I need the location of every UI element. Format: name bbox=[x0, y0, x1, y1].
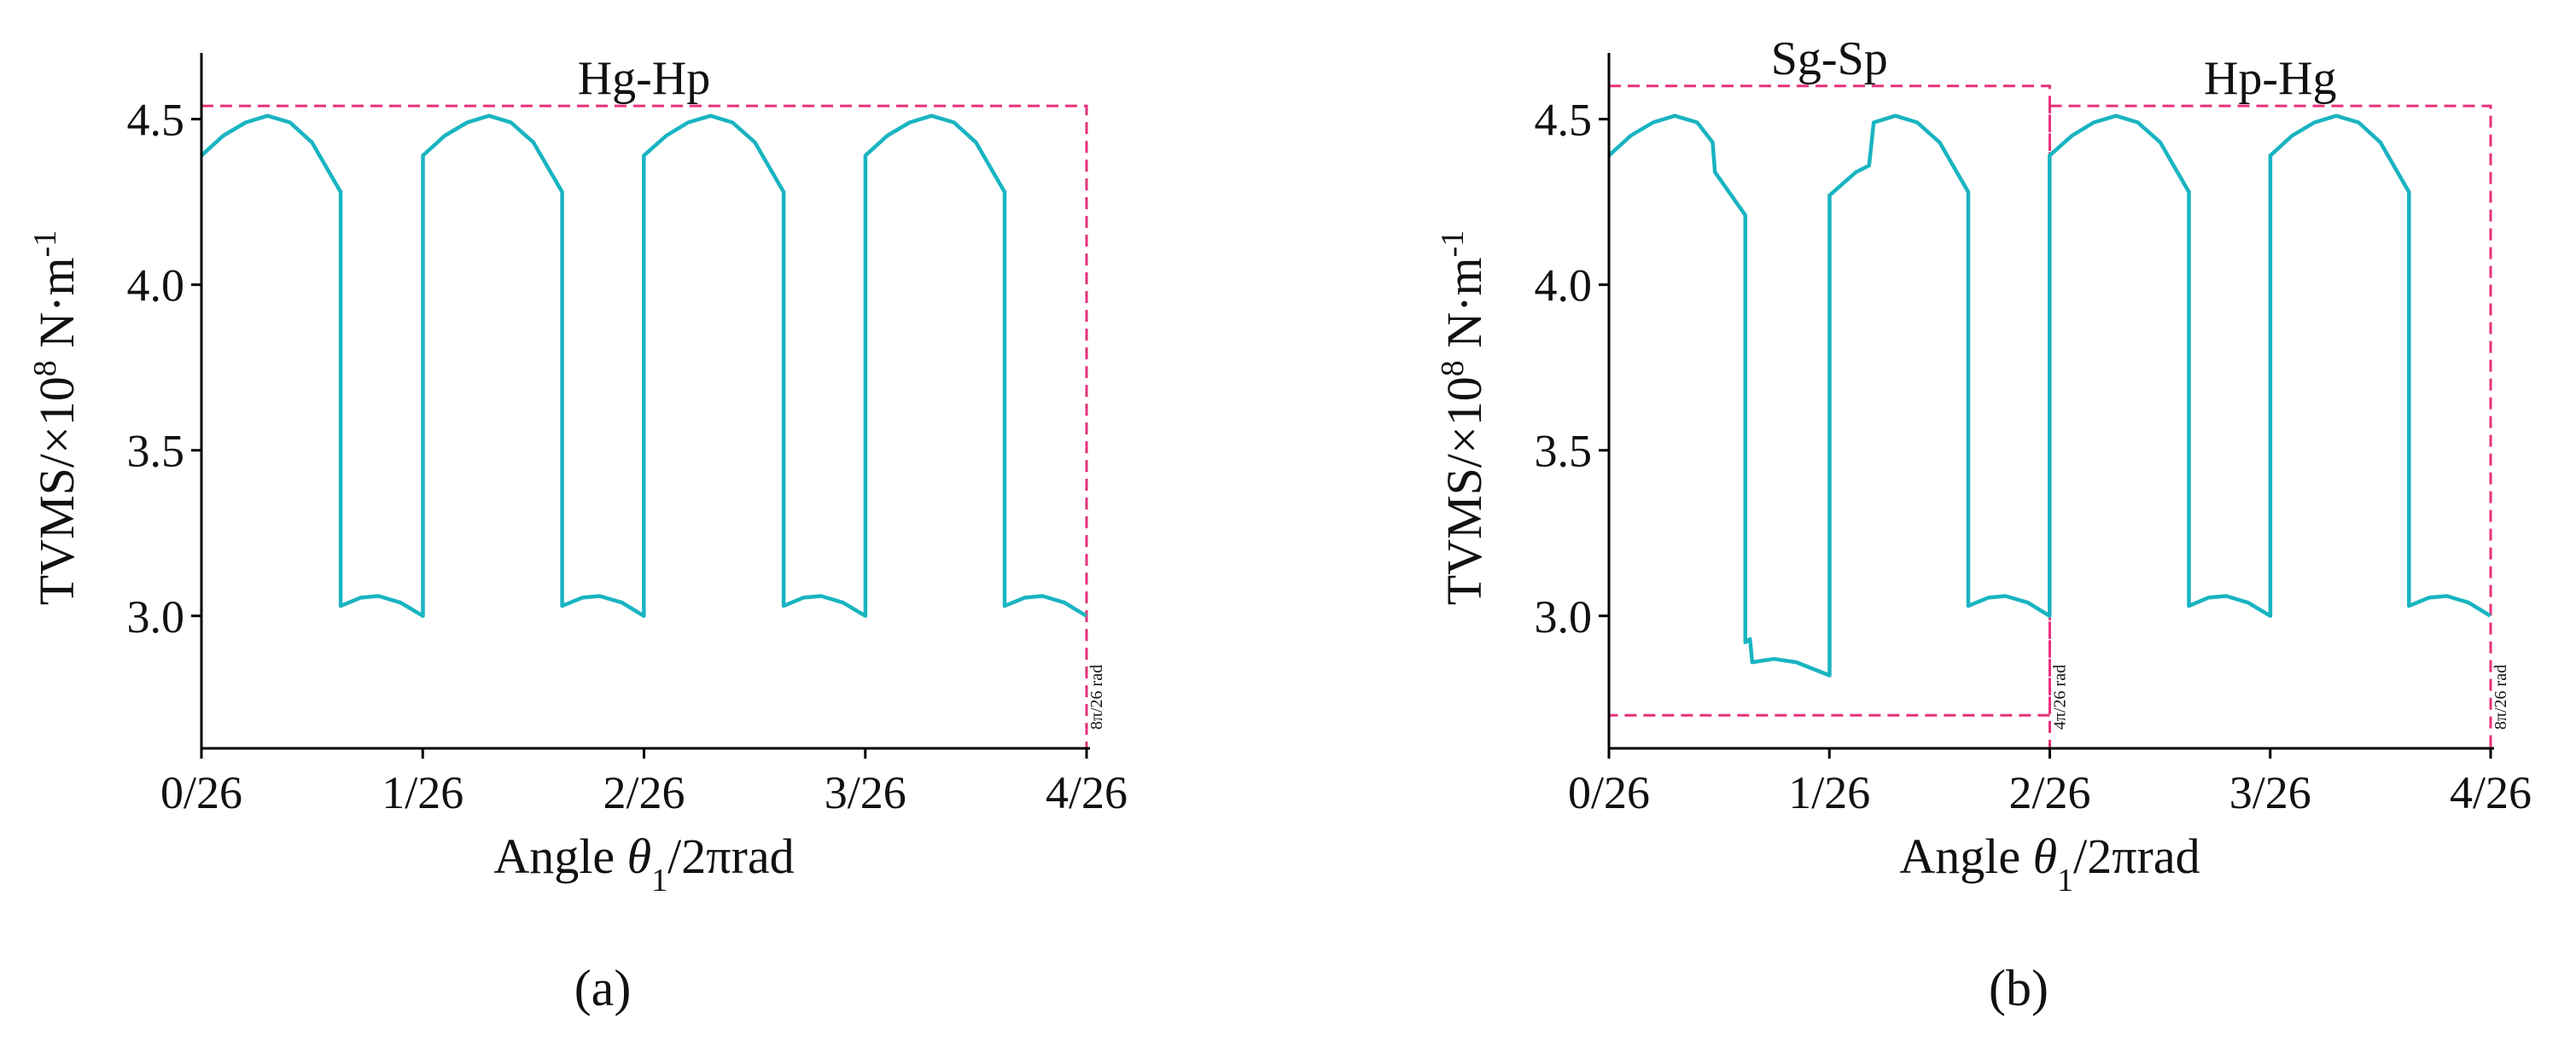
y-label-part: N·m bbox=[29, 257, 85, 360]
x-label-part: 1 bbox=[2057, 863, 2073, 899]
x-axis-label: Angle θ1/2πrad bbox=[493, 829, 794, 899]
y-tick-label: 4.5 bbox=[1535, 95, 1593, 146]
x-label-part: Angle bbox=[493, 829, 627, 884]
y-tick-label: 4.0 bbox=[127, 260, 185, 311]
x-label-part: /2πrad bbox=[667, 829, 794, 884]
y-axis-label: TVMS/×108 N·m-1 bbox=[27, 230, 85, 605]
data-line bbox=[1607, 113, 2491, 678]
x-tick-label: 3/26 bbox=[825, 767, 906, 818]
y-tick-label: 4.5 bbox=[127, 95, 185, 146]
x-tick-label: 4/26 bbox=[2450, 767, 2532, 818]
data-line bbox=[200, 113, 1087, 619]
y-label-part: TVMS/×10 bbox=[29, 376, 85, 605]
y-tick-label: 3.5 bbox=[1535, 426, 1593, 477]
x-label-part: 1 bbox=[651, 863, 667, 899]
region-label: Sg-Sp bbox=[1771, 32, 1888, 85]
y-tick-label: 3.0 bbox=[127, 591, 185, 643]
y-label-part: -1 bbox=[1435, 230, 1471, 258]
x-tick-label: 1/26 bbox=[1788, 767, 1870, 818]
region-note: 8π/26 rad bbox=[2491, 665, 2510, 730]
x-axis-label: Angle θ1/2πrad bbox=[1899, 829, 2200, 899]
x-tick-label: 3/26 bbox=[2229, 767, 2311, 818]
x-tick-label: 0/26 bbox=[1568, 767, 1650, 818]
y-label-part: 8 bbox=[27, 360, 63, 376]
y-axis-label: TVMS/×108 N·m-1 bbox=[1435, 230, 1492, 605]
y-tick-label: 3.5 bbox=[127, 426, 185, 477]
y-label-part: TVMS/×10 bbox=[1437, 376, 1492, 605]
x-label-part: θ bbox=[627, 829, 652, 884]
y-tick-label: 3.0 bbox=[1535, 591, 1593, 643]
y-label-part: N·m bbox=[1437, 257, 1492, 360]
region-note: 4π/26 rad bbox=[2051, 665, 2070, 730]
x-tick-label: 1/26 bbox=[382, 767, 463, 818]
region-label: Hg-Hp bbox=[578, 52, 711, 105]
x-label-part: /2πrad bbox=[2073, 829, 2200, 884]
x-tick-label: 0/26 bbox=[160, 767, 242, 818]
x-label-part: Angle bbox=[1899, 829, 2032, 884]
y-label-part: 8 bbox=[1435, 360, 1471, 376]
x-label-part: θ bbox=[2033, 829, 2058, 884]
panel-label: (b) bbox=[1989, 960, 2049, 1016]
region-note: 8π/26 rad bbox=[1087, 665, 1106, 730]
x-tick-label: 2/26 bbox=[603, 767, 685, 818]
y-tick-label: 4.0 bbox=[1535, 260, 1593, 311]
x-tick-label: 4/26 bbox=[1046, 767, 1128, 818]
region-label: Hp-Hg bbox=[2204, 52, 2337, 105]
y-label-part: -1 bbox=[27, 230, 63, 258]
panel-label: (a) bbox=[574, 960, 632, 1016]
x-tick-label: 2/26 bbox=[2008, 767, 2090, 818]
